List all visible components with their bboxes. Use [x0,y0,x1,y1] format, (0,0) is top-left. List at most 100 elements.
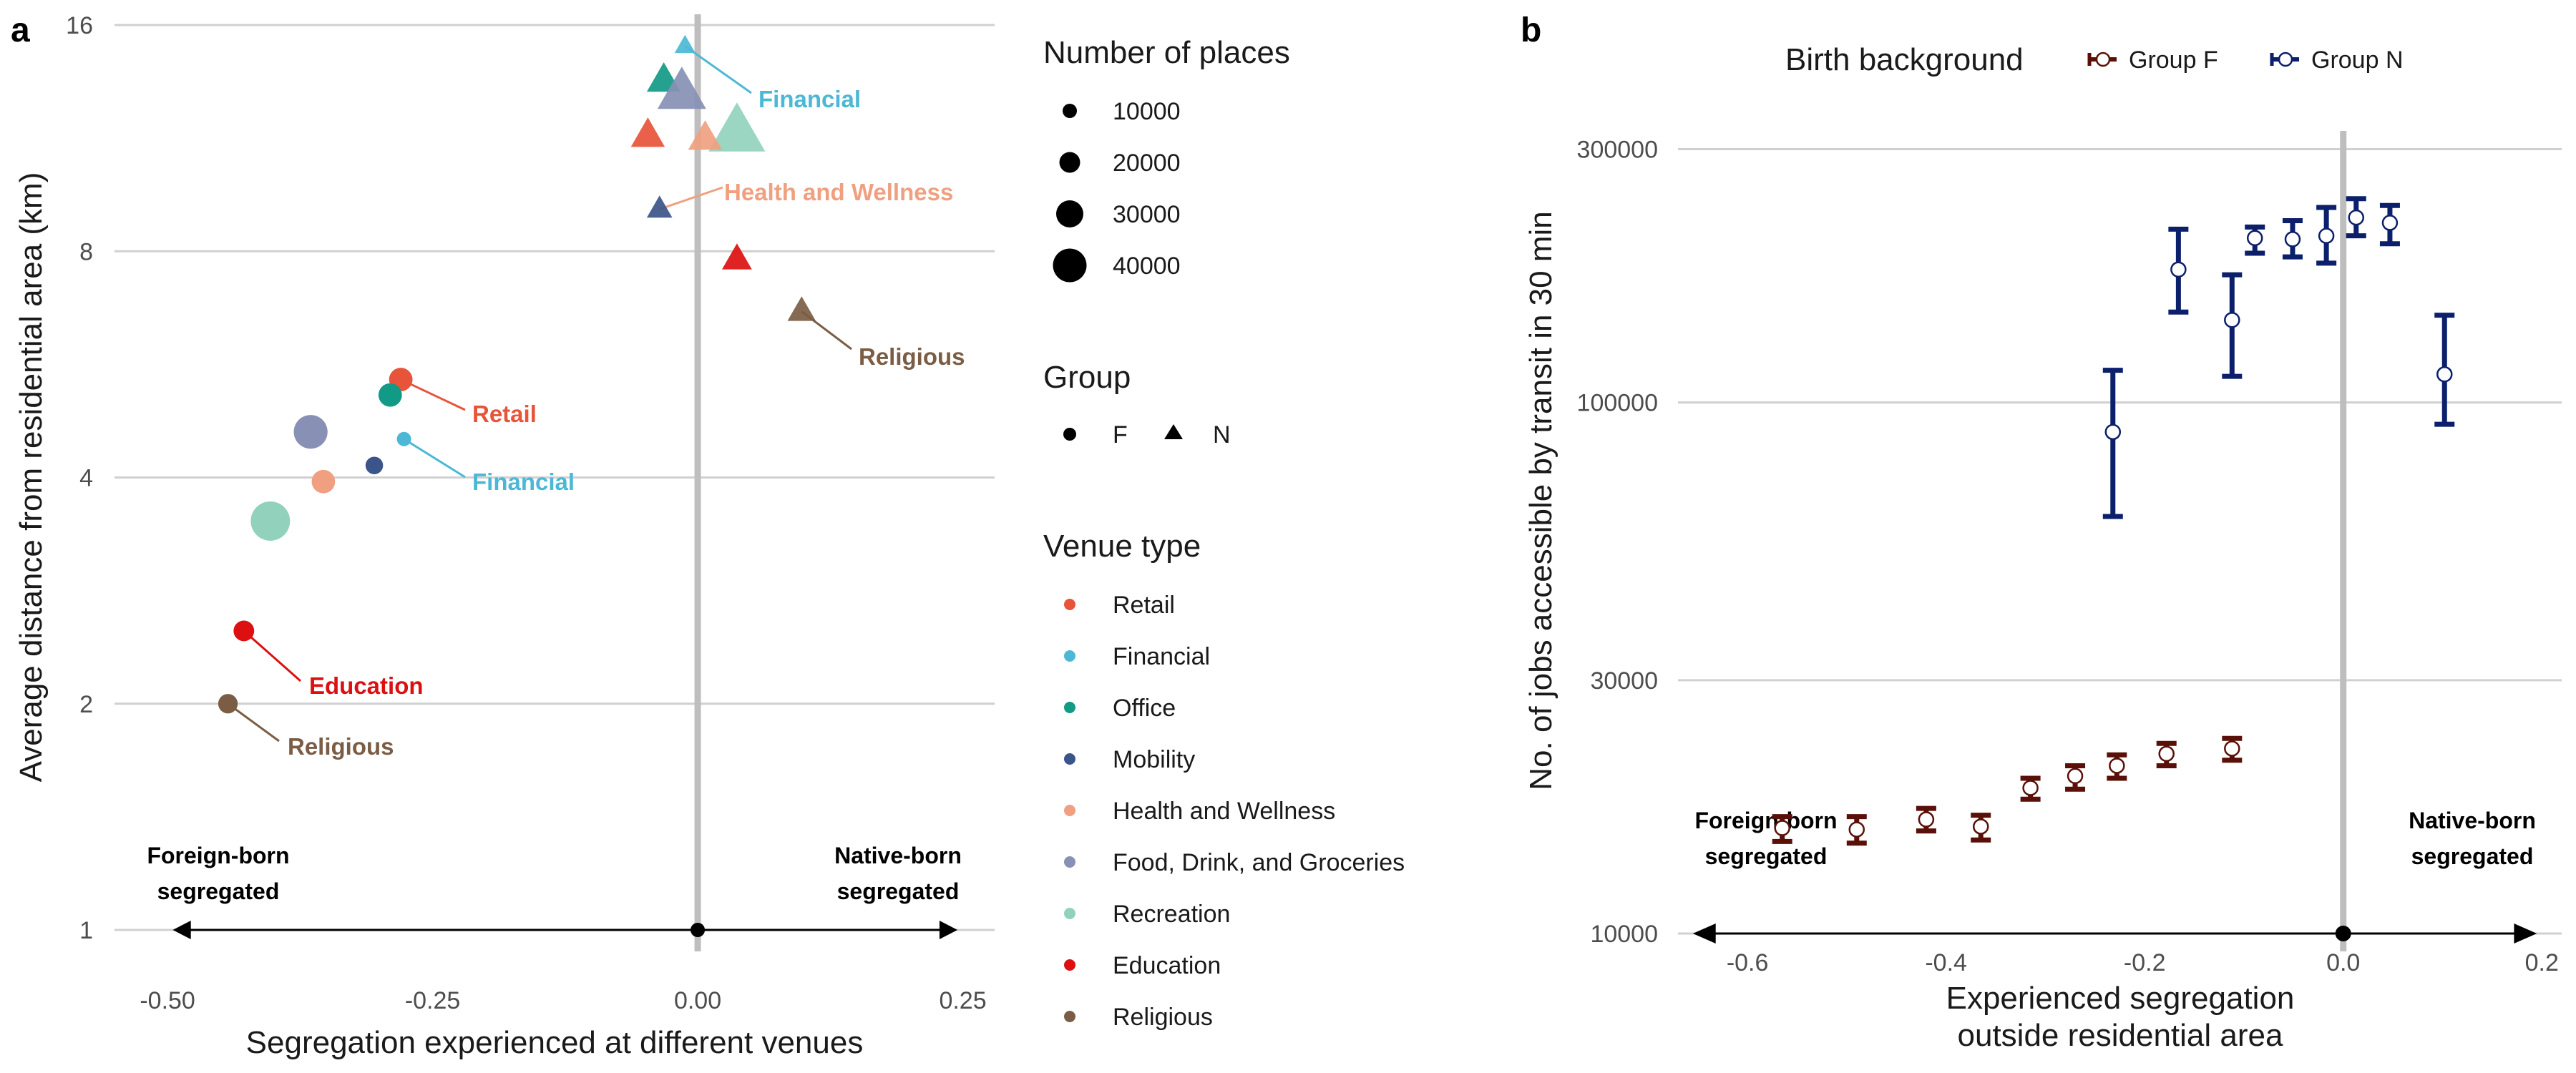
point-group-f-recreation [250,501,291,541]
point-group-f [2022,780,2039,796]
point-group-n [2348,209,2365,226]
y-tick-label: 300000 [1577,136,1658,163]
x-tick-label: -0.25 [405,987,461,1014]
legend-size-dot [1053,248,1087,283]
annotation-leader [227,702,280,743]
panel-label-a: a [11,11,30,49]
legend-size-label: 10000 [1113,98,1181,125]
legend-size-dot [1056,200,1083,227]
legend-venue-dot [1064,702,1075,713]
legend-venue-dot [1064,805,1075,816]
point-group-n [2318,227,2335,244]
point-group-n [2284,231,2301,248]
legend-venue-label: Retail [1113,592,1175,619]
y-tick-label: 30000 [1590,667,1658,695]
arrow-right-head [939,921,958,939]
y-tick-label: 100000 [1577,390,1658,417]
point-group-f [1972,818,1989,835]
annotation-label: Religious [288,733,394,760]
legend-venue-dot [1064,959,1075,971]
point-group-n-health-and-wellness [688,120,723,150]
panel-b: 10000 30000 100000 300000 -0.6 -0.4 -0.2 0.0 0.2… [1521,11,2562,1053]
legend-group-n-triangle [1164,424,1183,439]
x-tick-label: 0.00 [674,987,721,1014]
note-foreign-born: Foreign-born [1694,808,1837,833]
legend-group-title: Group [1043,360,1131,395]
note-foreign-born: Foreign-born [147,843,289,868]
legend-venue-label: Food, Drink, and Groceries [1113,849,1405,876]
panel-a-legends: Number of places 10000 20000 30000 40000 Grou… [1043,35,1405,1031]
arrow-right-head [2514,923,2537,944]
legend-venue-dot [1064,753,1075,765]
annotation-leader [243,629,301,682]
legend-group-n-label: N [1213,421,1231,449]
annotation-label: Financial [758,86,861,112]
point-group-f-health-and-wellness [311,469,336,494]
x-axis-title-b-line1: Experienced segregation [1946,981,2295,1016]
point-group-n-recreation [708,102,766,152]
y-tick-label: 10000 [1590,921,1658,948]
legend-label-group-n: Group N [2311,46,2404,74]
legend-size-title: Number of places [1043,35,1290,70]
x-tick-label: -0.4 [1925,949,1967,976]
point-group-f [2224,740,2240,757]
legend-venue-dot [1064,1011,1075,1022]
legend-venue-label: Education [1113,952,1221,979]
point-group-f-mobility [365,456,384,474]
x-axis-title-a: Segregation experienced at different ven… [246,1025,864,1060]
legend-size-dot [1059,152,1080,173]
legend-venue-title: Venue type [1043,529,1201,564]
legend-venue-dot [1064,650,1075,662]
x-tick-label: -0.2 [2124,949,2166,976]
legend-key-dot-group-n [2278,52,2293,67]
legend-size-label: 40000 [1113,253,1181,280]
point-group-n-education [721,243,752,270]
y-tick-label: 4 [79,465,93,492]
legend-key-dot-group-f [2095,52,2111,67]
panel-a: 1 2 4 8 16 -0.50 -0.25 0.00 0.25 Foreign-born segr… [11,11,995,1060]
point-group-n [2246,230,2263,247]
note-native-segregated: segregated [2411,843,2534,869]
point-group-n [2436,366,2453,383]
y-tick-label: 8 [79,238,93,265]
annotation-label: Health and Wellness [724,179,953,205]
annotation-label: Religious [859,343,965,370]
point-group-n-religious [787,296,816,321]
point-group-f-religious [218,694,238,714]
legend-venue-label: Recreation [1113,901,1230,928]
legend-venue-dot [1064,908,1075,919]
legend-size-label: 20000 [1113,150,1181,177]
note-foreign-segregated: segregated [157,878,280,904]
y-tick-label: 1 [79,917,93,944]
point-group-n-food-drink-and-groceries [657,67,706,109]
y-tick-label: 16 [66,12,93,39]
legend-size-dot [1063,104,1077,118]
legend-venue-label: Financial [1113,643,1210,670]
point-group-f [1918,811,1935,828]
annotation-leader [400,378,466,411]
point-group-n [2224,312,2240,328]
y-axis-title-b: No. of jobs accessible by transit in 30 … [1523,211,1558,790]
arrow-left-head [172,921,191,939]
x-axis-title-b-line2: outside residential area [1958,1018,2283,1053]
legend-venue-label: Religious [1113,1004,1213,1031]
legend-venue-label: Health and Wellness [1113,798,1335,825]
point-group-n [2381,215,2399,231]
point-group-f [2067,768,2084,785]
point-group-f [1848,821,1865,838]
legend-venue-dot [1064,856,1075,868]
legend-birth-title: Birth background [1785,42,2024,77]
annotation-leader [659,186,723,210]
point-group-f-food-drink-and-groceries [293,415,328,449]
note-foreign-segregated: segregated [1705,843,1828,869]
point-group-n [2170,261,2187,278]
point-group-f [2158,745,2175,763]
point-group-f-education [233,620,255,642]
legend-group-f-label: F [1113,421,1128,449]
point-group-n-mobility [646,195,673,218]
note-native-born: Native-born [834,843,962,868]
legend-group-f-dot [1063,428,1076,441]
legend-label-group-f: Group F [2129,46,2218,74]
annotation-leader [684,45,752,94]
